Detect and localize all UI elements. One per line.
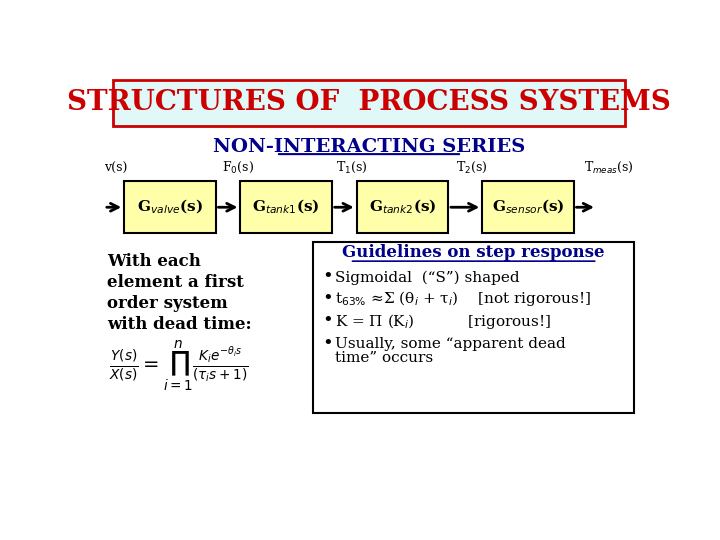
FancyBboxPatch shape xyxy=(240,181,332,233)
FancyBboxPatch shape xyxy=(124,181,215,233)
Text: •: • xyxy=(323,290,333,308)
Text: element a first: element a first xyxy=(107,274,244,291)
Text: Sigmoidal  (“S”) shaped: Sigmoidal (“S”) shaped xyxy=(335,270,520,285)
Text: Guidelines on step response: Guidelines on step response xyxy=(343,244,605,261)
Text: time” occurs: time” occurs xyxy=(335,351,433,365)
Text: With each: With each xyxy=(107,253,201,271)
Text: with dead time:: with dead time: xyxy=(107,316,252,333)
FancyBboxPatch shape xyxy=(356,181,448,233)
Text: t$_{63\%}$ ≈Σ (θ$_i$ + τ$_i$)    [not rigorous!]: t$_{63\%}$ ≈Σ (θ$_i$ + τ$_i$) [not rigor… xyxy=(335,289,591,308)
Text: T$_{meas}$(s): T$_{meas}$(s) xyxy=(585,160,634,175)
Text: G$_{tank1}$(s): G$_{tank1}$(s) xyxy=(252,198,320,217)
Text: K = Π (K$_i$)           [rigorous!]: K = Π (K$_i$) [rigorous!] xyxy=(335,312,551,330)
Text: order system: order system xyxy=(107,295,228,312)
FancyBboxPatch shape xyxy=(113,80,625,126)
FancyBboxPatch shape xyxy=(482,181,574,233)
Text: T$_1$(s): T$_1$(s) xyxy=(336,160,368,175)
Text: $\frac{Y(s)}{X(s)} = \prod_{i=1}^{n} \frac{K_i e^{-\theta_i s}}{(\tau_i s + 1)}$: $\frac{Y(s)}{X(s)} = \prod_{i=1}^{n} \fr… xyxy=(109,339,249,394)
Text: G$_{valve}$(s): G$_{valve}$(s) xyxy=(137,198,203,217)
Text: •: • xyxy=(323,312,333,330)
Text: •: • xyxy=(323,268,333,286)
Text: •: • xyxy=(323,335,333,353)
Text: G$_{tank2}$(s): G$_{tank2}$(s) xyxy=(369,198,436,217)
Text: F$_0$(s): F$_0$(s) xyxy=(222,160,253,175)
Text: G$_{sensor}$(s): G$_{sensor}$(s) xyxy=(492,198,564,217)
Text: STRUCTURES OF  PROCESS SYSTEMS: STRUCTURES OF PROCESS SYSTEMS xyxy=(67,89,671,116)
Text: Usually, some “apparent dead: Usually, some “apparent dead xyxy=(335,336,566,350)
Text: T$_2$(s): T$_2$(s) xyxy=(456,160,487,175)
Text: v(s): v(s) xyxy=(104,162,127,175)
FancyBboxPatch shape xyxy=(313,242,634,413)
Text: NON-INTERACTING SERIES: NON-INTERACTING SERIES xyxy=(213,138,525,156)
